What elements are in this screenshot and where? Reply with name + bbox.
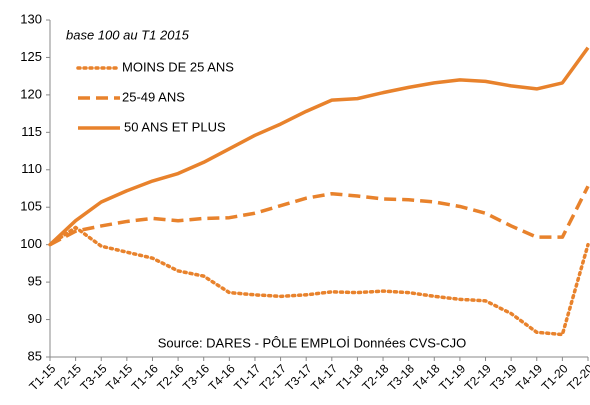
y-tick-label: 90 — [28, 311, 42, 326]
x-tick-label: T2-16 — [154, 361, 186, 393]
x-tick-label: T2-20 — [564, 361, 590, 393]
legend-label: MOINS DE 25 ANS — [122, 59, 234, 74]
legend-label: 50 ANS ET PLUS — [124, 119, 226, 134]
y-tick-label: 120 — [20, 86, 42, 101]
x-tick-label: T1-16 — [129, 361, 161, 393]
x-tick-label: T3-15 — [78, 361, 110, 393]
y-tick-label: 110 — [21, 161, 42, 176]
series-line — [48, 225, 590, 337]
x-tick-label: T2-17 — [257, 361, 289, 393]
x-tick-label: T2-18 — [359, 361, 391, 393]
y-tick-label: 130 — [20, 11, 42, 26]
series-line — [48, 46, 590, 246]
x-tick-label: T1-18 — [334, 361, 366, 393]
x-tick-label: T3-16 — [180, 361, 212, 393]
x-tick-label: T1-19 — [436, 361, 468, 393]
x-tick-label: T4-17 — [308, 361, 340, 393]
series-line — [49, 185, 590, 247]
x-tick-label: T1-15 — [26, 361, 58, 393]
x-tick-label: T4-15 — [103, 361, 135, 393]
base-note: base 100 au T1 2015 — [66, 27, 190, 42]
source-note: Source: DARES - PÔLE EMPLOİ Données CVS-… — [158, 335, 467, 350]
x-tick-label: T4-16 — [206, 361, 238, 393]
y-tick-label: 105 — [20, 199, 42, 214]
y-tick-label: 100 — [20, 236, 42, 251]
x-tick-label: T1-17 — [231, 361, 263, 393]
x-tick-label: T4-19 — [513, 361, 545, 393]
x-tick-label: T3-19 — [487, 361, 519, 393]
legend-label: 25-49 ANS — [122, 89, 185, 104]
x-tick-label: T2-19 — [462, 361, 494, 393]
x-tick-label: T3-17 — [282, 361, 314, 393]
x-tick-label: T1-20 — [539, 361, 571, 393]
y-tick-label: 95 — [28, 274, 42, 289]
y-tick-label: 115 — [21, 124, 42, 139]
y-tick-label: 125 — [20, 49, 42, 64]
x-tick-label: T3-18 — [385, 361, 417, 393]
x-tick-label: T2-15 — [52, 361, 84, 393]
x-tick-label: T4-18 — [411, 361, 443, 393]
y-tick-label: 85 — [28, 348, 42, 363]
